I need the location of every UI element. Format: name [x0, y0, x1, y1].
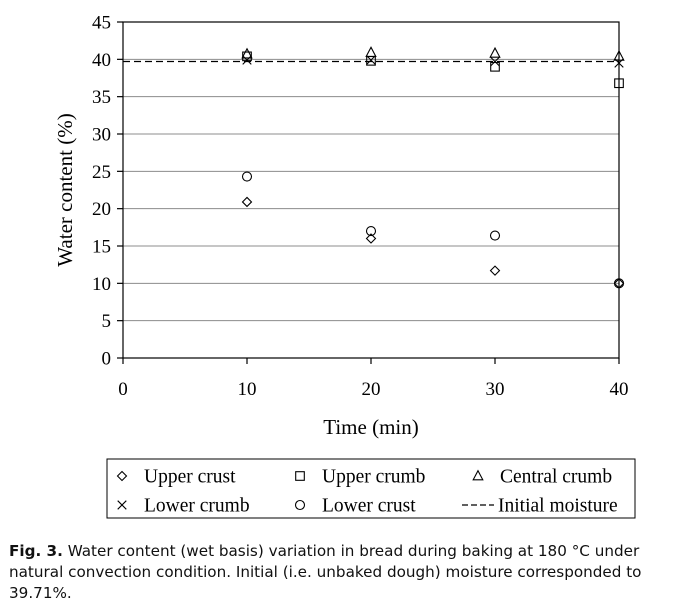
legend-swatch-upper-crumb: [295, 471, 305, 481]
data-points: [241, 46, 625, 289]
legend-label-initial-moisture: Initial moisture: [498, 496, 618, 517]
lower-crumb-point: [242, 55, 252, 65]
upper-crumb-point: [614, 78, 624, 89]
x-tick-label: 0: [118, 379, 128, 400]
y-tick-label: 0: [102, 349, 112, 370]
central-crumb-point: [489, 46, 501, 58]
x-tick-label: 40: [610, 379, 629, 400]
gridlines: [123, 58, 619, 322]
x-tick-label: 20: [362, 379, 381, 400]
legend-swatch-central-crumb: [472, 469, 484, 481]
legend-box: [106, 458, 636, 519]
y-tick-label: 10: [92, 274, 111, 295]
y-axis-ticks: 0 5 10 15 20 25 30 35 40 45: [92, 13, 123, 370]
x-tick-label: 30: [486, 379, 505, 400]
x-axis-label: Time (min): [323, 415, 418, 439]
lower-crumb-point: [366, 55, 376, 65]
legend-label-upper-crust: Upper crust: [144, 467, 236, 488]
lower-crumb-point: [614, 58, 624, 68]
y-tick-label: 20: [92, 199, 111, 220]
lower-crumb-point: [490, 56, 500, 67]
legend-swatch-lower-crumb: [117, 500, 127, 510]
lower-crust-point: [613, 278, 625, 289]
lower-crust-point: [365, 226, 377, 237]
upper-crust-point: [365, 233, 377, 244]
y-tick-label: 40: [92, 50, 111, 71]
x-axis-ticks: 0 10 20 30 40: [118, 358, 629, 400]
y-tick-label: 15: [92, 237, 111, 258]
legend-swatch-lower-crust: [294, 499, 306, 511]
central-crumb-point: [365, 46, 377, 57]
y-axis-label: Water content (%): [53, 113, 77, 266]
figure-caption-text: Water content (wet basis) variation in b…: [9, 542, 642, 602]
plot-area-frame: [122, 21, 620, 359]
x-tick-label: 10: [238, 379, 257, 400]
lower-crust-point: [489, 230, 501, 241]
legend-label-upper-crumb: Upper crumb: [322, 467, 425, 488]
figure-caption-label: Fig. 3.: [9, 542, 63, 560]
legend: Upper crust Upper crumb Central crumb Lower…: [116, 467, 618, 517]
y-tick-label: 25: [92, 162, 111, 183]
legend-label-lower-crust: Lower crust: [322, 496, 416, 517]
y-tick-label: 5: [102, 311, 112, 332]
upper-crumb-point: [490, 61, 500, 72]
upper-crust-point: [241, 196, 253, 208]
y-tick-label: 45: [92, 13, 111, 34]
legend-label-central-crumb: Central crumb: [500, 467, 612, 488]
y-tick-label: 30: [92, 125, 111, 146]
lower-crust-point: [241, 171, 253, 182]
legend-swatch-upper-crust: [116, 470, 128, 482]
central-crumb-point: [241, 47, 253, 59]
y-tick-label: 35: [92, 87, 111, 108]
central-crumb-point: [613, 49, 625, 61]
figure-caption: Fig. 3. Water content (wet basis) variat…: [9, 541, 685, 604]
upper-crust-point: [489, 265, 501, 276]
legend-label-lower-crumb: Lower crumb: [144, 496, 250, 517]
